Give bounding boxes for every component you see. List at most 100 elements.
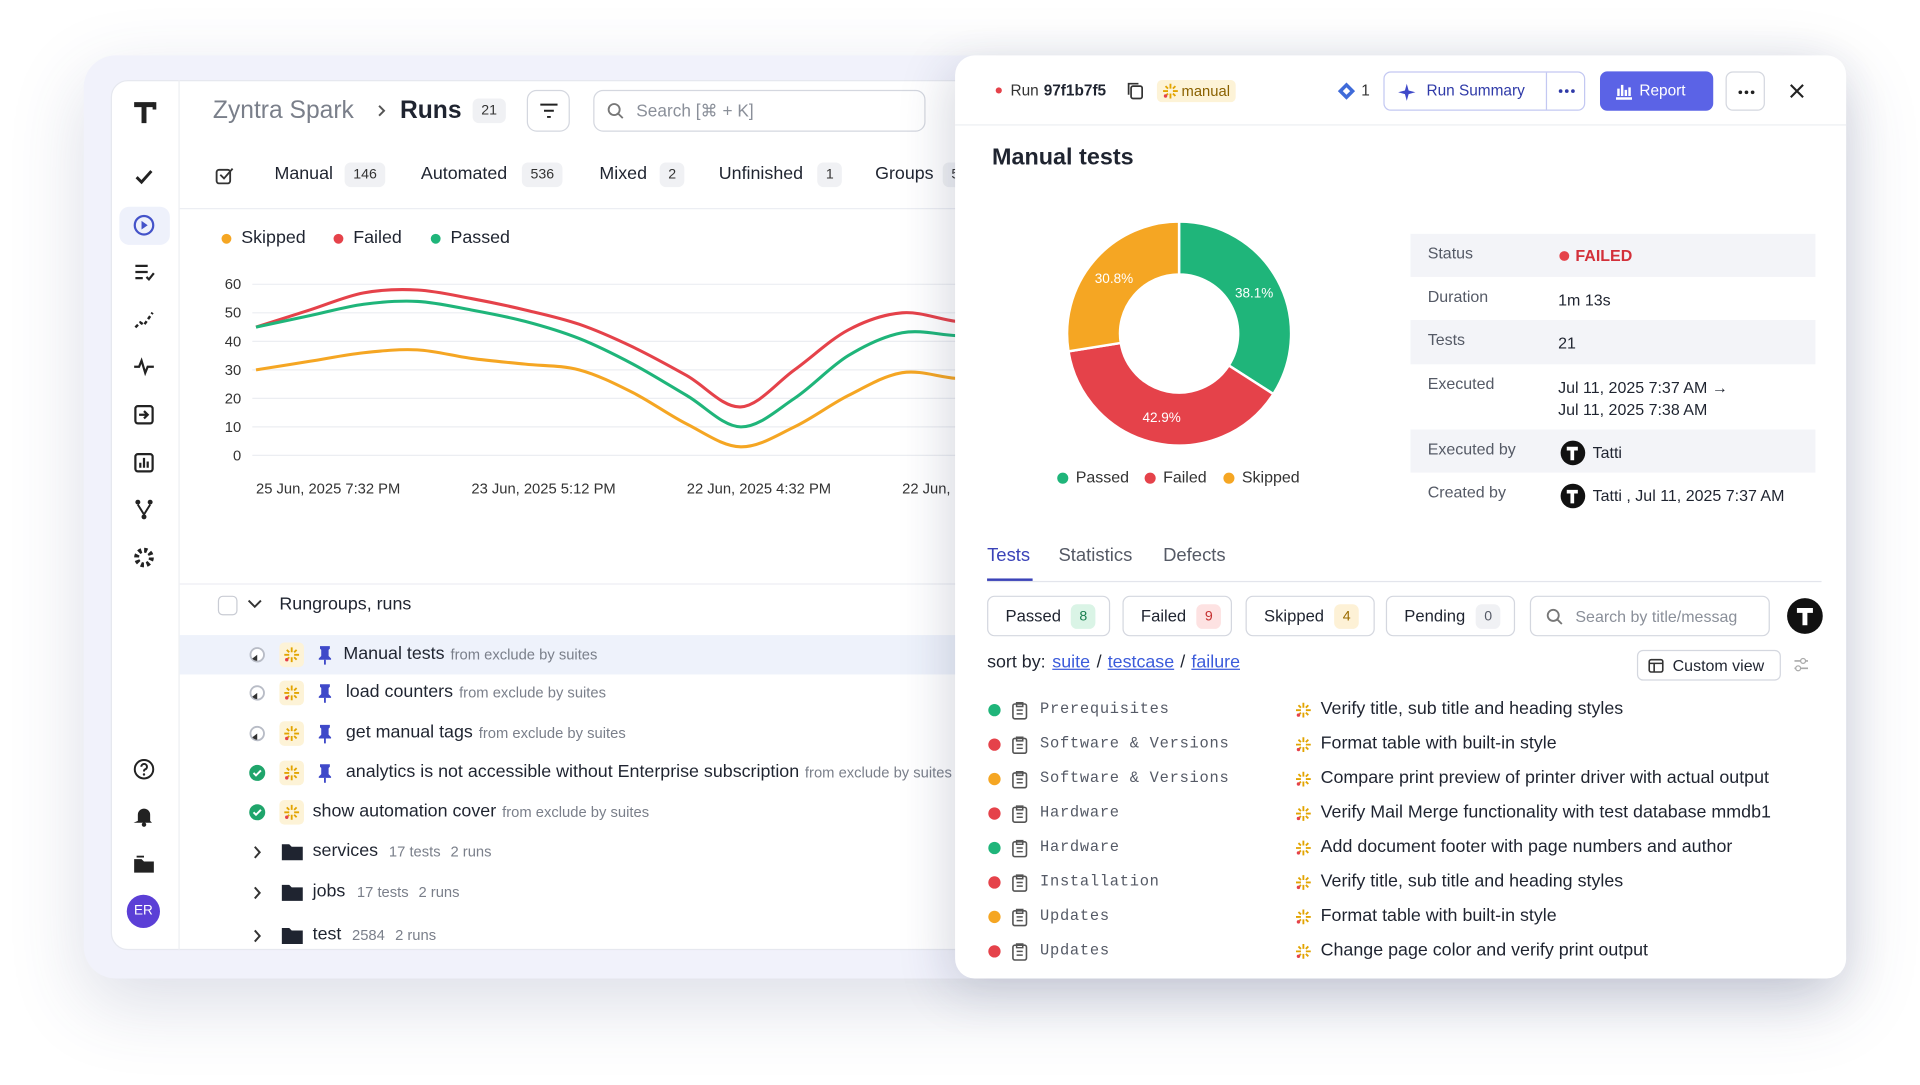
icon-part	[618, 114, 622, 118]
icon-part	[1558, 620, 1562, 624]
suite-icon	[1012, 943, 1028, 961]
test-status	[988, 807, 1000, 819]
test-status	[988, 945, 1000, 957]
report-button[interactable]: Report	[1600, 71, 1713, 110]
test-title[interactable]: Verify title, sub title and heading styl…	[1321, 872, 1624, 893]
test-title[interactable]: Format table with built-in style	[1321, 906, 1557, 927]
detail-value: Tatti , Jul 11, 2025 7:37 AM	[1593, 486, 1785, 505]
run-name[interactable]: show automation cover	[313, 802, 497, 823]
icon-part	[134, 859, 154, 873]
run-source: from exclude by suites	[502, 803, 649, 821]
manual-icon	[283, 804, 300, 821]
icon-part	[1571, 89, 1575, 93]
icon-part	[141, 764, 147, 771]
close-button[interactable]	[1787, 81, 1807, 101]
search-box[interactable]: Search by title/messag	[1530, 596, 1770, 637]
run-name[interactable]: analytics is not accessible without Ente…	[346, 762, 799, 783]
run-name[interactable]: get manual tags	[346, 723, 473, 744]
panel-tab[interactable]: Tests	[987, 545, 1030, 567]
filter-button[interactable]	[527, 90, 570, 132]
detail-value: 21	[1558, 334, 1576, 353]
search-icon	[1546, 608, 1563, 625]
search-icon	[607, 102, 624, 119]
y-tick-label: 20	[225, 391, 241, 407]
test-title[interactable]: Add document footer with page numbers an…	[1321, 837, 1733, 858]
test-status	[988, 738, 1000, 750]
icon-part	[1297, 748, 1300, 751]
count-badge: 0	[1476, 604, 1501, 629]
folder-icon	[282, 884, 303, 901]
series-line	[256, 290, 1010, 407]
manual-icon	[1162, 82, 1179, 99]
run-name[interactable]: load counters	[346, 682, 453, 703]
y-tick-label: 60	[225, 277, 241, 293]
filter-label: Failed	[1141, 607, 1186, 627]
icon-part	[142, 822, 146, 826]
run-status	[249, 764, 266, 781]
x-tick-label: 23 Jun, 2025 5:12 PM	[471, 482, 615, 498]
group-label: Rungroups, runs	[279, 595, 411, 616]
icon-part	[1559, 89, 1563, 93]
icon-part	[137, 171, 152, 182]
user-avatar	[1561, 484, 1586, 509]
legend-dot	[1057, 473, 1068, 484]
icon-part	[250, 727, 264, 741]
test-title[interactable]: Compare print preview of printer driver …	[1321, 768, 1769, 789]
divider	[955, 124, 1846, 125]
detail-value: 1m 13s	[1558, 291, 1610, 310]
test-title[interactable]: Format table with built-in style	[1321, 734, 1557, 755]
status-filter[interactable]: Failed9	[1122, 596, 1232, 637]
custom-view-button[interactable]: Custom view	[1637, 650, 1781, 681]
sort-option[interactable]: suite	[1052, 653, 1090, 674]
run-summary-button[interactable]: Run Summary	[1383, 71, 1585, 110]
run-source: from exclude by suites	[805, 764, 952, 782]
y-tick-label: 10	[225, 420, 241, 436]
folder-icon	[282, 927, 303, 944]
tab-label: Mixed	[599, 164, 647, 185]
manual-icon	[1295, 943, 1312, 960]
status-filter[interactable]: Pending0	[1386, 596, 1515, 637]
nav-icon	[133, 498, 155, 520]
search-placeholder: Search by title/messag	[1575, 607, 1737, 626]
icon-part	[285, 658, 288, 661]
icon-part	[134, 809, 152, 823]
issue-count: 1	[1361, 82, 1370, 100]
test-suite: Installation	[1040, 873, 1160, 891]
icon-part	[255, 847, 260, 858]
manual-icon	[1295, 839, 1312, 856]
test-title[interactable]: Verify Mail Merge functionality with tes…	[1321, 803, 1771, 824]
sort-option[interactable]: failure	[1191, 653, 1240, 674]
icon-part	[135, 313, 152, 328]
run-name[interactable]: Manual tests	[343, 644, 444, 665]
test-status	[988, 876, 1000, 888]
icon-part	[285, 737, 288, 740]
icon-part	[250, 648, 264, 662]
detail-label: Tests	[1428, 330, 1465, 349]
folder-runs: 2 runs	[395, 927, 436, 945]
panel-tab[interactable]: Statistics	[1058, 545, 1132, 567]
x-tick-label: 22 Jun,	[902, 482, 950, 498]
status-filter[interactable]: Skipped4	[1246, 596, 1375, 637]
avatar: ER	[127, 895, 160, 928]
run-label: Run	[1010, 82, 1038, 100]
panel-tab[interactable]: Defects	[1163, 545, 1226, 567]
legend-dot	[222, 234, 232, 244]
manual-icon	[283, 764, 300, 781]
icon-part	[1649, 660, 1663, 672]
filter-label: Passed	[1006, 607, 1061, 627]
tab-label: Unfinished	[719, 164, 803, 185]
ai-icon	[1397, 82, 1417, 102]
icon-part	[540, 105, 557, 117]
test-title[interactable]: Verify title, sub title and heading styl…	[1321, 699, 1624, 720]
sort-separator: /	[1180, 653, 1185, 674]
y-tick-label: 30	[225, 363, 241, 379]
checkbox[interactable]	[218, 596, 238, 616]
more-button[interactable]	[1726, 71, 1765, 110]
sort-option[interactable]: testcase	[1108, 653, 1174, 674]
status-filter[interactable]: Passed8	[987, 596, 1110, 637]
test-title[interactable]: Change page color and verify print outpu…	[1321, 941, 1648, 962]
test-suite: Prerequisites	[1040, 701, 1170, 719]
y-tick-label: 0	[233, 448, 241, 464]
icon-part	[135, 266, 153, 280]
search-box[interactable]: Search [⌘ + K]	[593, 90, 925, 132]
